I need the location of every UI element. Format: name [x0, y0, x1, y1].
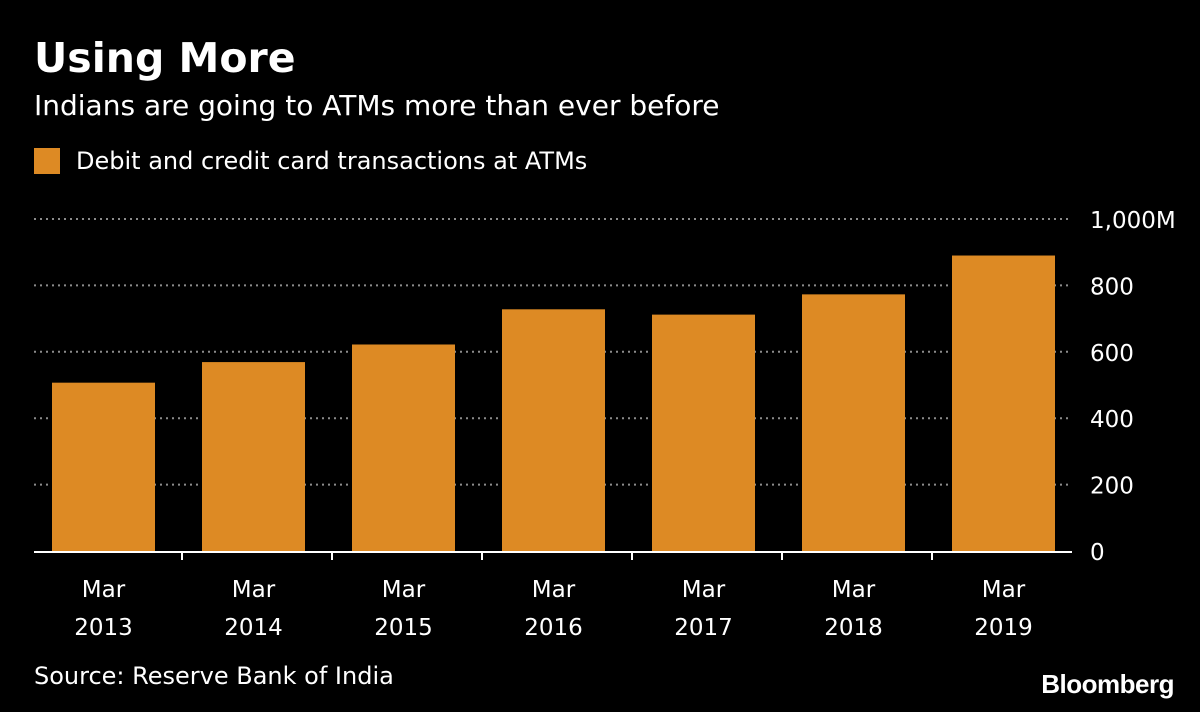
x-tick-label: 2019	[974, 615, 1033, 641]
x-tick-label: 2015	[374, 615, 433, 641]
bar	[352, 344, 455, 551]
y-tick-label: 400	[1090, 407, 1134, 433]
legend: Debit and credit card transactions at AT…	[34, 143, 587, 179]
x-tick-label: Mar	[832, 577, 876, 603]
x-tick-label: 2017	[674, 615, 733, 641]
chart-title: Using More	[34, 34, 296, 82]
legend-swatch	[34, 148, 60, 174]
bar	[652, 314, 755, 551]
y-tick-label: 600	[1090, 341, 1134, 367]
x-tick-label: Mar	[532, 577, 576, 603]
x-tick-label: Mar	[382, 577, 426, 603]
bar	[802, 294, 905, 551]
y-tick-label: 800	[1090, 274, 1134, 300]
x-tick-label: Mar	[682, 577, 726, 603]
x-tick-label: 2014	[224, 615, 283, 641]
x-tick-label: 2016	[524, 615, 583, 641]
bar	[952, 255, 1055, 551]
y-tick-labels: 0 200 400 600 800 1,000M	[1090, 208, 1176, 566]
bar	[202, 362, 305, 551]
chart-subtitle: Indians are going to ATMs more than ever…	[34, 89, 720, 122]
x-tick-label: 2013	[74, 615, 133, 641]
y-tick-label: 200	[1090, 474, 1134, 500]
x-axis	[34, 551, 1072, 560]
y-tick-label: 1,000M	[1090, 208, 1176, 234]
x-tick-label: 2018	[824, 615, 883, 641]
x-tick-labels: Mar 2013 Mar 2014 Mar 2015 Mar 2016 Mar 2017 Mar 20…	[74, 577, 1033, 641]
source-note: Source: Reserve Bank of India	[34, 662, 394, 690]
x-tick-label: Mar	[982, 577, 1026, 603]
x-tick-label: Mar	[82, 577, 126, 603]
x-tick-label: Mar	[232, 577, 276, 603]
bar	[502, 309, 605, 551]
bloomberg-logo: Bloomberg	[1041, 669, 1174, 699]
bar	[52, 382, 155, 551]
bars	[52, 255, 1055, 551]
y-tick-label: 0	[1090, 540, 1105, 566]
legend-label: Debit and credit card transactions at AT…	[76, 147, 588, 175]
